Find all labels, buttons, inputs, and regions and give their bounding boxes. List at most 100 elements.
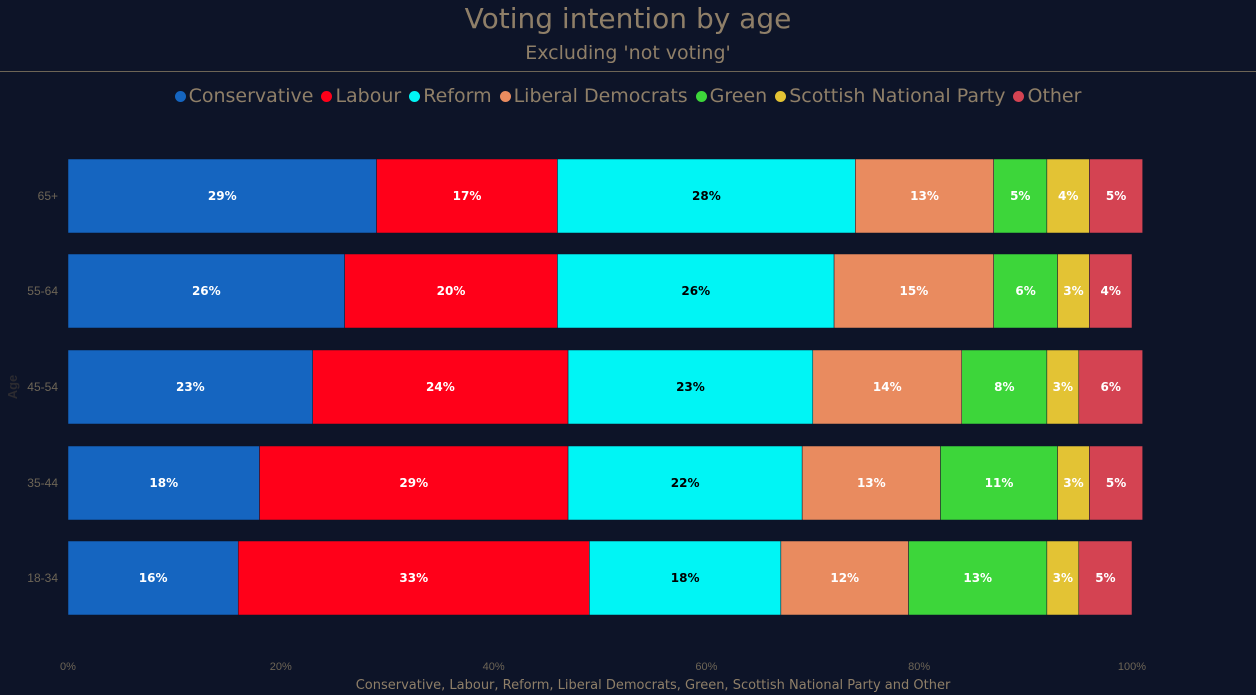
data-label: 13% — [963, 571, 992, 585]
bar-segment — [780, 540, 909, 616]
data-label: 4% — [1101, 284, 1121, 298]
data-label: 3% — [1063, 476, 1083, 490]
legend-marker — [695, 90, 707, 102]
bar-segment — [833, 253, 994, 329]
bar-segment — [908, 540, 1048, 616]
legend-marker — [174, 90, 186, 102]
legend-label: Other — [1027, 85, 1082, 107]
bar-segment — [557, 253, 835, 329]
legend-label: Scottish National Party — [789, 85, 1006, 107]
legend-item-scottish-national-party[interactable]: Scottish National Party — [775, 85, 1005, 107]
y-tick-label: 45-54 — [27, 380, 58, 394]
data-label: 6% — [1015, 284, 1035, 298]
data-label: 33% — [399, 571, 428, 585]
legend-marker — [1013, 90, 1025, 102]
legend-marker — [409, 90, 421, 102]
bar-segment — [237, 540, 590, 616]
x-tick-label: 100% — [1118, 661, 1146, 673]
legend-item-conservative[interactable]: Conservative — [174, 85, 314, 107]
y-tick-label: 35-44 — [27, 476, 58, 490]
bar-segment — [1046, 540, 1080, 616]
legend-marker — [775, 90, 787, 102]
bar-segment — [1089, 158, 1143, 234]
bar-segment — [812, 349, 963, 425]
data-label: 17% — [453, 189, 482, 203]
data-label: 5% — [1095, 571, 1115, 585]
bar-segment — [344, 253, 558, 329]
bar-segment — [801, 445, 941, 521]
data-label: 18% — [149, 476, 178, 490]
data-label: 12% — [830, 571, 859, 585]
data-label: 23% — [176, 380, 205, 394]
legend-label: Labour — [335, 85, 402, 107]
legend-item-green[interactable]: Green — [695, 85, 768, 107]
y-axis-title: Age — [5, 375, 20, 400]
bar-segment — [855, 158, 994, 234]
x-tick-label: 40% — [483, 661, 505, 673]
bar-segment — [993, 158, 1048, 234]
data-label: 23% — [676, 380, 705, 394]
legend-item-other[interactable]: Other — [1013, 85, 1081, 107]
chart-legend[interactable]: Conservative Labour Reform Liberal Democrat… — [0, 85, 1256, 107]
bar-segment — [67, 158, 377, 234]
bar-segment — [312, 349, 569, 425]
bar-segment — [1046, 349, 1080, 425]
data-label: 4% — [1058, 189, 1078, 203]
chart-subtitle: Excluding 'not voting' — [525, 42, 731, 64]
data-label: 11% — [985, 476, 1014, 490]
data-label: 29% — [208, 189, 237, 203]
legend-item-liberal-democrats[interactable]: Liberal Democrats — [499, 85, 688, 107]
bar-segment — [259, 445, 569, 521]
data-label: 29% — [399, 476, 428, 490]
legend-item-labour[interactable]: Labour — [321, 85, 401, 107]
legend-marker — [321, 90, 333, 102]
y-tick-label: 55-64 — [27, 284, 58, 298]
legend-label: Conservative — [188, 85, 314, 107]
bar-segment — [376, 158, 558, 234]
y-tick-label: 18-34 — [27, 571, 58, 585]
data-label: 8% — [994, 380, 1014, 394]
legend-label: Green — [709, 85, 768, 107]
data-label: 20% — [437, 284, 466, 298]
legend-item-reform[interactable]: Reform — [409, 85, 492, 107]
data-label: 5% — [1106, 476, 1126, 490]
bar-segment — [1046, 158, 1090, 234]
chart-title: Voting intention by age — [464, 2, 792, 35]
data-label: 3% — [1053, 571, 1073, 585]
bar-segment — [1089, 445, 1143, 521]
data-label: 18% — [671, 571, 700, 585]
data-label: 5% — [1106, 189, 1126, 203]
x-tick-label: 80% — [908, 661, 930, 673]
bar-segment — [1089, 253, 1133, 329]
bar-segment — [589, 540, 782, 616]
bar-segment — [940, 445, 1058, 521]
data-label: 13% — [857, 476, 886, 490]
x-tick-label: 60% — [695, 661, 717, 673]
bar-segment — [67, 445, 260, 521]
bar-segment — [1078, 349, 1143, 425]
data-label: 15% — [900, 284, 929, 298]
bar-segment — [67, 253, 345, 329]
data-label: 26% — [681, 284, 710, 298]
bar-segment — [567, 349, 814, 425]
x-tick-label: 20% — [270, 661, 292, 673]
data-label: 3% — [1053, 380, 1073, 394]
data-label: 14% — [873, 380, 902, 394]
legend-label: Liberal Democrats — [513, 85, 688, 107]
bar-segment — [557, 158, 856, 234]
y-tick-label: 65+ — [38, 189, 58, 203]
bar-segment — [67, 540, 239, 616]
bar-segment — [1057, 445, 1090, 521]
data-label: 3% — [1063, 284, 1083, 298]
data-label: 13% — [910, 189, 939, 203]
data-label: 6% — [1101, 380, 1121, 394]
data-label: 26% — [192, 284, 221, 298]
bar-segment — [67, 349, 313, 425]
x-axis-title: Conservative, Labour, Reform, Liberal De… — [356, 678, 951, 693]
data-label: 24% — [426, 380, 455, 394]
bar-segment — [1078, 540, 1133, 616]
data-label: 16% — [139, 571, 168, 585]
bar-segment — [567, 445, 803, 521]
x-tick-label: 0% — [60, 661, 76, 673]
